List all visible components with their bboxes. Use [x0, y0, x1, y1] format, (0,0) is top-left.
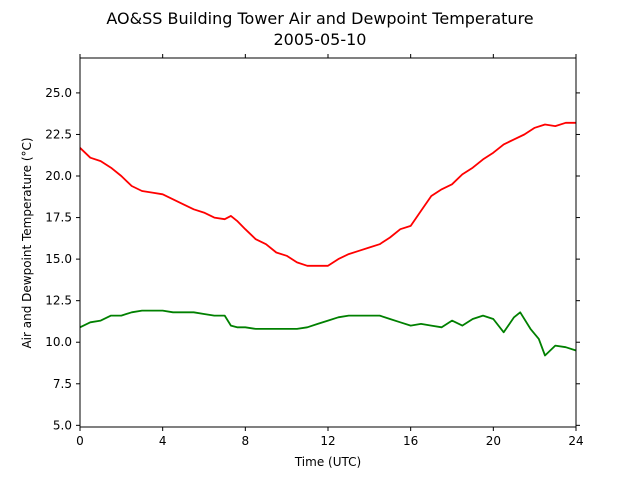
x-tick-label: 16	[403, 434, 418, 448]
series-line-1	[79, 309, 577, 357]
chart-title: AO&SS Building Tower Air and Dewpoint Te…	[106, 9, 533, 28]
y-tick-label: 15.0	[45, 252, 72, 266]
x-tick-label: 0	[76, 434, 84, 448]
x-tick-label: 24	[568, 434, 583, 448]
x-axis-label: Time (UTC)	[294, 455, 361, 469]
y-tick-label: 12.5	[45, 294, 72, 308]
chart-subtitle: 2005-05-10	[274, 30, 367, 49]
y-tick-label: 10.0	[45, 335, 72, 349]
x-tick-label: 20	[486, 434, 501, 448]
x-tick-label: 4	[159, 434, 167, 448]
series-line-0	[79, 121, 576, 267]
y-axis-label: Air and Dewpoint Temperature (°C)	[20, 137, 34, 348]
plot-series	[79, 121, 577, 357]
y-tick-label: 7.5	[53, 377, 72, 391]
y-tick-label: 17.5	[45, 211, 72, 225]
y-tick-label: 20.0	[45, 169, 72, 183]
x-tick-label: 8	[242, 434, 250, 448]
y-tick-label: 5.0	[53, 418, 72, 432]
y-tick-label: 22.5	[45, 127, 72, 141]
plot-frame	[79, 57, 577, 428]
y-tick-label: 25.0	[45, 86, 72, 100]
x-tick-label: 12	[320, 434, 335, 448]
axis-ticks: 0 4 8 12 16 20 24 5.0 7.5 10.0 12.5 15.0 17.5 20.0 22.…	[45, 54, 584, 448]
